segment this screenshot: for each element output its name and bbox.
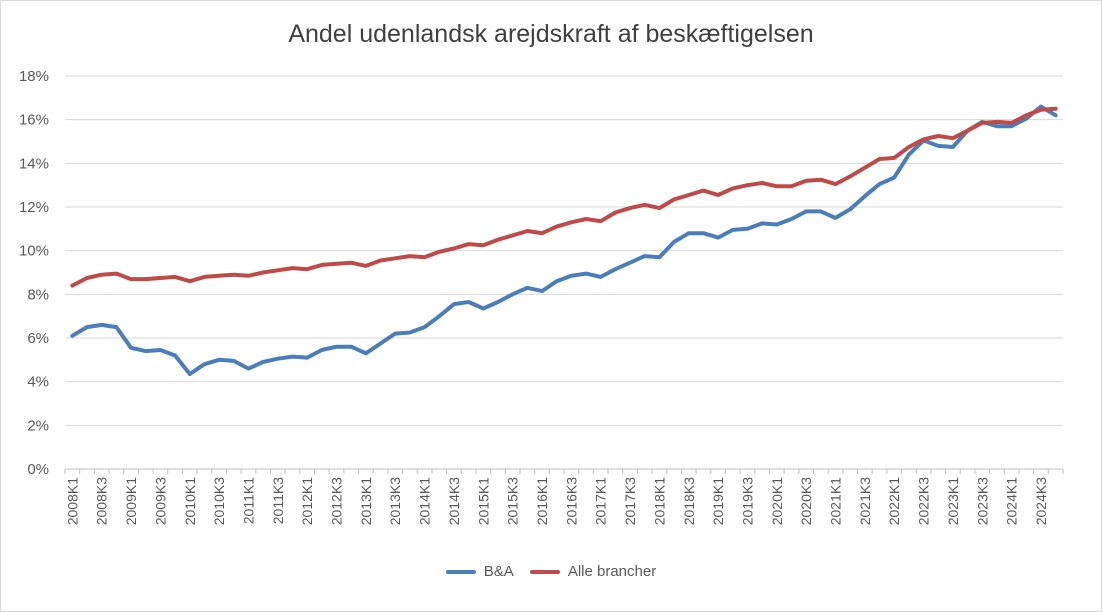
- x-tick-label: 2015K3: [505, 477, 521, 525]
- chart-title: Andel udenlandsk arejdskraft af beskæfti…: [288, 20, 814, 48]
- x-tick-label: 2009K1: [123, 477, 139, 525]
- y-tick-label: 16%: [19, 112, 49, 129]
- x-tick-label: 2012K3: [329, 477, 345, 525]
- y-tick-label: 0%: [27, 461, 49, 478]
- x-tick-label: 2021K1: [828, 477, 844, 525]
- x-tick-label: 2024K1: [1004, 477, 1020, 525]
- x-tick-label: 2018K1: [651, 477, 667, 525]
- x-tick-label: 2008K3: [94, 477, 110, 525]
- x-tick-label: 2022K3: [916, 477, 932, 525]
- x-tick-label: 2010K3: [211, 477, 227, 525]
- y-tick-label: 12%: [19, 199, 49, 216]
- x-tick-label: 2013K1: [358, 477, 374, 525]
- y-tick-label: 8%: [27, 286, 49, 303]
- y-tick-label: 14%: [19, 155, 49, 172]
- legend-swatch: [445, 569, 476, 574]
- y-tick-label: 18%: [19, 68, 49, 85]
- y-tick-label: 6%: [27, 330, 49, 347]
- legend-label: Alle brancher: [567, 563, 657, 580]
- x-tick-label: 2011K1: [240, 477, 256, 524]
- x-tick-label: 2016K1: [534, 477, 550, 525]
- x-tick-label: 2011K3: [270, 477, 286, 524]
- y-tick-label: 4%: [27, 374, 49, 391]
- legend-label: B&A: [483, 563, 514, 580]
- x-tick-label: 2017K3: [622, 477, 638, 525]
- x-tick-label: 2014K1: [417, 477, 433, 525]
- x-tick-label: 2024K3: [1033, 477, 1049, 525]
- x-tick-label: 2014K3: [446, 477, 462, 525]
- series-line-2: [70, 106, 1058, 288]
- x-tick-label: 2015K1: [475, 477, 491, 525]
- y-tick-label: 2%: [27, 417, 49, 434]
- x-tick-label: 2008K1: [64, 477, 80, 525]
- legend-item: Alle brancher: [529, 563, 657, 580]
- x-tick-label: 2020K1: [769, 477, 785, 525]
- x-tick-label: 2019K1: [710, 477, 726, 525]
- x-tick-label: 2010K1: [182, 477, 198, 525]
- legend-item: B&A: [445, 563, 514, 580]
- y-tick-label: 10%: [19, 243, 49, 260]
- x-tick-label: 2013K3: [387, 477, 403, 525]
- x-tick-label: 2022K1: [886, 477, 902, 525]
- x-tick-label: 2017K1: [593, 477, 609, 525]
- x-tick-label: 2012K1: [299, 477, 315, 525]
- legend-swatch: [529, 569, 560, 574]
- x-tick-label: 2020K3: [798, 477, 814, 525]
- x-tick-label: 2018K3: [681, 477, 697, 525]
- x-tick-label: 2009K3: [152, 477, 168, 525]
- series-line-1: [70, 104, 1058, 376]
- legend: B&A Alle brancher: [0, 563, 1102, 580]
- x-tick-label: 2016K3: [563, 477, 579, 525]
- x-tick-label: 2021K3: [857, 477, 873, 525]
- x-tick-label: 2019K3: [739, 477, 755, 525]
- x-tick-label: 2023K3: [974, 477, 990, 525]
- x-tick-label: 2023K1: [945, 477, 961, 525]
